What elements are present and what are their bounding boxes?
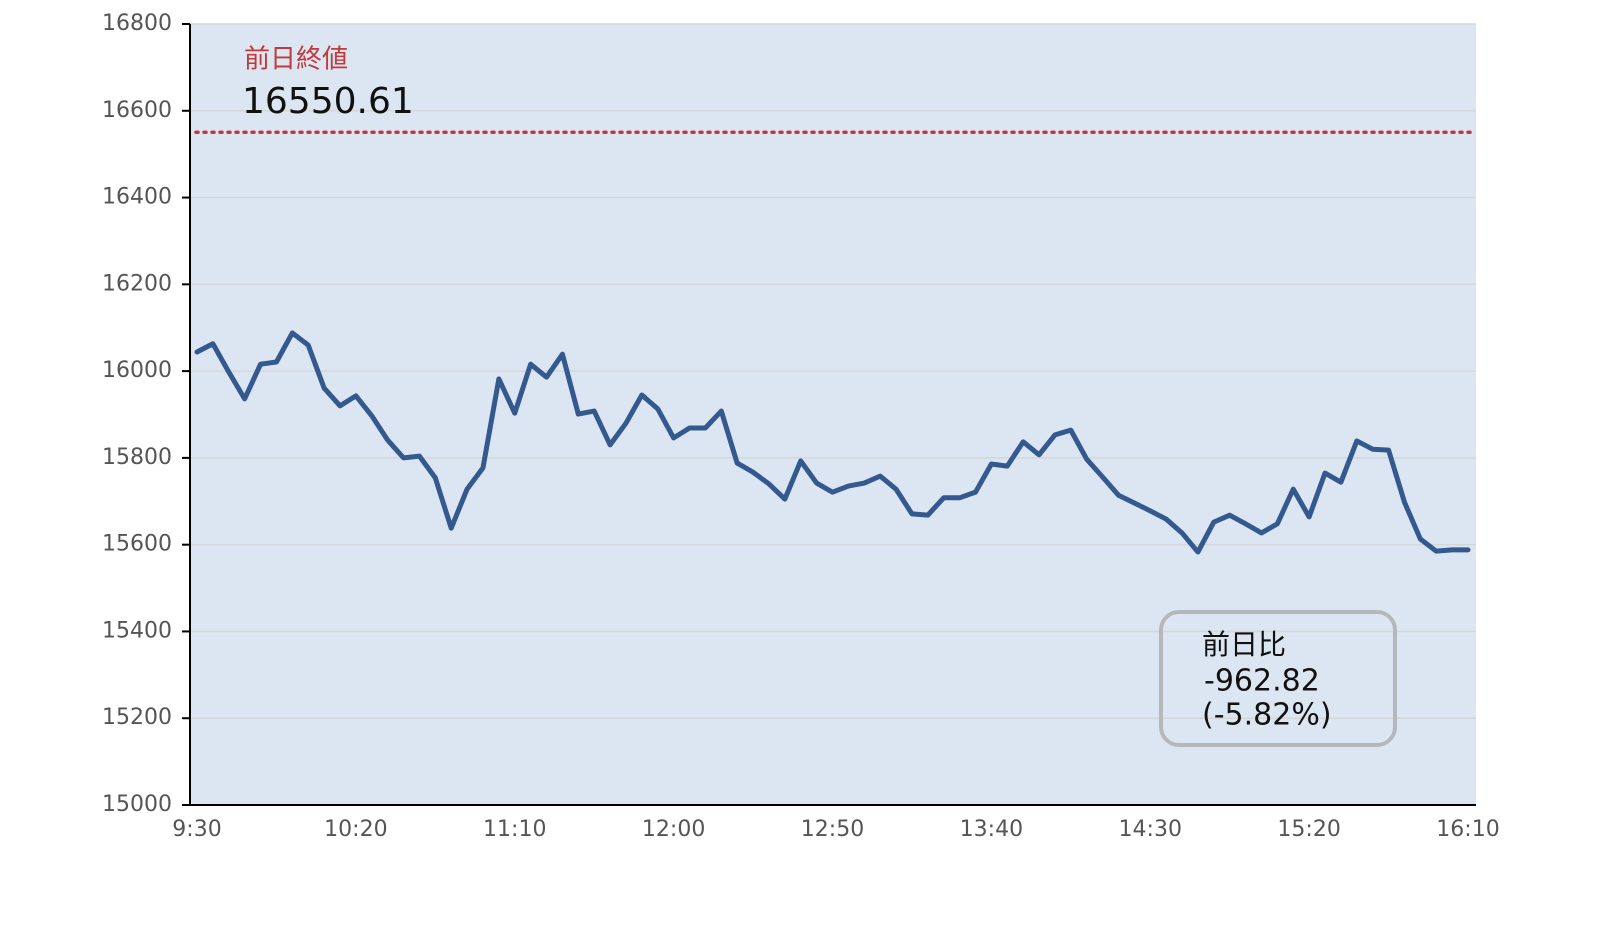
- y-tick-label: 15600: [102, 532, 172, 557]
- change-value: -962.82: [1204, 664, 1320, 699]
- y-tick-label: 15000: [102, 792, 172, 817]
- y-tick-label: 15800: [102, 445, 172, 470]
- plot-area: [190, 24, 1476, 805]
- x-tick-label: 9:30: [172, 817, 221, 842]
- x-tick-label: 13:40: [960, 817, 1023, 842]
- y-tick-label: 16600: [102, 98, 172, 123]
- x-tick-label: 14:30: [1119, 817, 1182, 842]
- x-tick-label: 10:20: [324, 817, 387, 842]
- y-tick-label: 15400: [102, 618, 172, 643]
- x-tick-label: 12:00: [642, 817, 705, 842]
- y-tick-label: 16400: [102, 185, 172, 210]
- y-tick-label: 15200: [102, 705, 172, 730]
- y-tick-label: 16800: [102, 11, 172, 36]
- x-tick-label: 16:10: [1436, 817, 1499, 842]
- price-line: [194, 330, 1471, 555]
- reference-value: 16550.61: [242, 81, 414, 122]
- change-box: [1159, 610, 1397, 747]
- change-percent: (-5.82%): [1202, 698, 1332, 733]
- marks: [194, 130, 1474, 555]
- x-tick-label: 11:10: [483, 817, 546, 842]
- reference-label: 前日終値: [244, 45, 348, 75]
- y-tick-label: 16000: [102, 358, 172, 383]
- x-tick-label: 12:50: [801, 817, 864, 842]
- x-tick-label: 15:20: [1277, 817, 1340, 842]
- change-label: 前日比: [1202, 628, 1286, 661]
- y-tick-label: 16200: [102, 271, 172, 296]
